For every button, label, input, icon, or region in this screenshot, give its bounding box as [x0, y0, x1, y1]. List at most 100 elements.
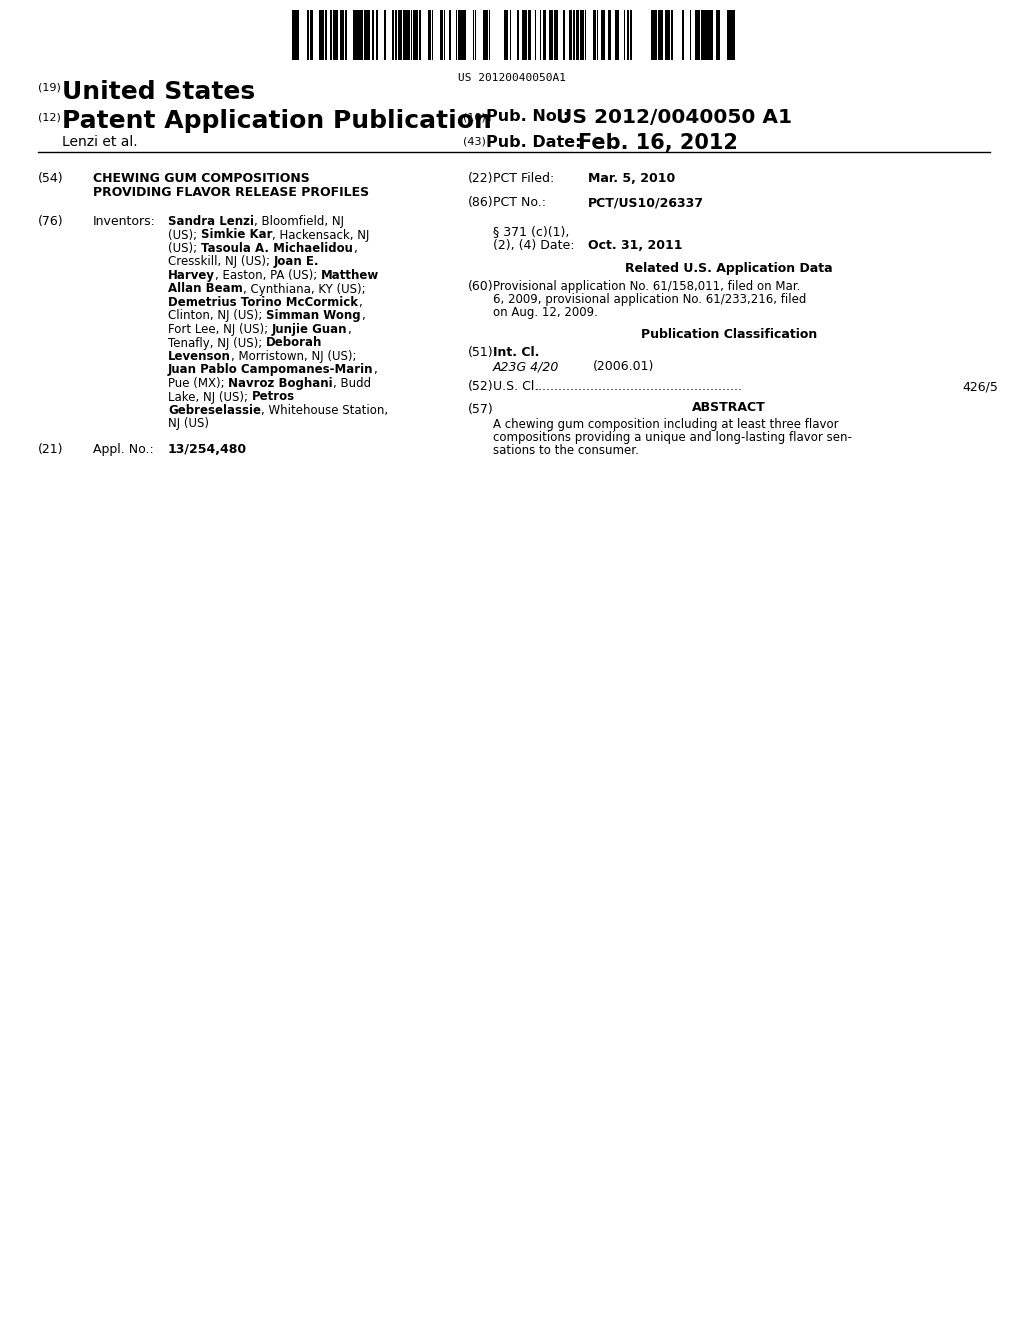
Text: Lake, NJ (US);: Lake, NJ (US);: [168, 391, 252, 404]
Text: Feb. 16, 2012: Feb. 16, 2012: [578, 133, 738, 153]
Bar: [710, 11, 713, 59]
Text: United States: United States: [62, 81, 255, 104]
Bar: [703, 11, 705, 59]
Text: Patent Application Publication: Patent Application Publication: [62, 110, 492, 133]
Text: Mar. 5, 2010: Mar. 5, 2010: [588, 172, 675, 185]
Text: (60): (60): [468, 280, 494, 293]
Bar: [616, 11, 618, 59]
Bar: [294, 11, 299, 59]
Text: , Whitehouse Station,: , Whitehouse Station,: [261, 404, 388, 417]
Bar: [504, 11, 508, 59]
Bar: [292, 11, 294, 59]
Text: Provisional application No. 61/158,011, filed on Mar.: Provisional application No. 61/158,011, …: [493, 280, 801, 293]
Bar: [404, 11, 406, 59]
Bar: [345, 11, 347, 59]
Bar: [408, 11, 410, 59]
Bar: [392, 11, 394, 59]
Bar: [355, 11, 357, 59]
Text: Appl. No.:: Appl. No.:: [93, 444, 154, 455]
Bar: [333, 11, 335, 59]
Text: ABSTRACT: ABSTRACT: [692, 401, 766, 414]
Text: CHEWING GUM COMPOSITIONS: CHEWING GUM COMPOSITIONS: [93, 172, 309, 185]
Text: Gebreselassie: Gebreselassie: [168, 404, 261, 417]
Text: ,: ,: [347, 323, 351, 337]
Text: Harvey: Harvey: [168, 269, 215, 282]
Text: US 2012/0040050 A1: US 2012/0040050 A1: [556, 108, 792, 127]
Text: (57): (57): [468, 403, 494, 416]
Bar: [400, 11, 402, 59]
Bar: [543, 11, 545, 59]
Text: Pue (MX);: Pue (MX);: [168, 378, 228, 389]
Bar: [353, 11, 355, 59]
Text: PCT/US10/26337: PCT/US10/26337: [588, 195, 705, 209]
Bar: [549, 11, 553, 59]
Bar: [414, 11, 416, 59]
Bar: [463, 11, 466, 59]
Text: (51): (51): [468, 346, 494, 359]
Bar: [310, 11, 313, 59]
Text: Deborah: Deborah: [266, 337, 323, 350]
Bar: [307, 11, 309, 59]
Text: NJ (US): NJ (US): [168, 417, 209, 430]
Bar: [573, 11, 575, 59]
Text: on Aug. 12, 2009.: on Aug. 12, 2009.: [493, 306, 598, 319]
Text: Demetrius Torino McCormick: Demetrius Torino McCormick: [168, 296, 358, 309]
Bar: [665, 11, 668, 59]
Bar: [483, 11, 488, 59]
Bar: [524, 11, 527, 59]
Text: 6, 2009, provisional application No. 61/233,216, filed: 6, 2009, provisional application No. 61/…: [493, 293, 806, 306]
Bar: [662, 11, 663, 59]
Bar: [652, 11, 654, 59]
Text: PROVIDING FLAVOR RELEASE PROFILES: PROVIDING FLAVOR RELEASE PROFILES: [93, 186, 369, 199]
Text: ,: ,: [374, 363, 377, 376]
Text: Matthew: Matthew: [321, 269, 379, 282]
Bar: [335, 11, 338, 59]
Text: (19): (19): [38, 83, 60, 92]
Bar: [668, 11, 670, 59]
Bar: [461, 11, 463, 59]
Bar: [440, 11, 443, 59]
Bar: [517, 11, 519, 59]
Bar: [416, 11, 418, 59]
Text: (US);: (US);: [168, 228, 201, 242]
Bar: [325, 11, 327, 59]
Text: Tenafly, NJ (US);: Tenafly, NJ (US);: [168, 337, 266, 350]
Text: Fort Lee, NJ (US);: Fort Lee, NJ (US);: [168, 323, 272, 337]
Text: Simkie Kar: Simkie Kar: [201, 228, 272, 242]
Bar: [563, 11, 565, 59]
Bar: [708, 11, 710, 59]
Bar: [319, 11, 322, 59]
Text: § 371 (c)(1),: § 371 (c)(1),: [493, 224, 569, 238]
Text: , Easton, PA (US);: , Easton, PA (US);: [215, 269, 321, 282]
Bar: [630, 11, 632, 59]
Bar: [384, 11, 386, 59]
Bar: [658, 11, 660, 59]
Text: Lenzi et al.: Lenzi et al.: [62, 135, 137, 149]
Bar: [330, 11, 332, 59]
Text: 13/254,480: 13/254,480: [168, 444, 247, 455]
Text: US 20120040050A1: US 20120040050A1: [458, 73, 566, 83]
Text: Joan E.: Joan E.: [273, 256, 319, 268]
Text: Inventors:: Inventors:: [93, 215, 156, 228]
Text: A23G 4/20: A23G 4/20: [493, 360, 559, 374]
Bar: [367, 11, 370, 59]
Bar: [528, 11, 531, 59]
Text: Juan Pablo Campomanes-Marin: Juan Pablo Campomanes-Marin: [168, 363, 374, 376]
Text: , Cynthiana, KY (US);: , Cynthiana, KY (US);: [243, 282, 366, 296]
Text: Navroz Boghani: Navroz Boghani: [228, 378, 333, 389]
Text: Publication Classification: Publication Classification: [641, 327, 817, 341]
Text: , Bloomfield, NJ: , Bloomfield, NJ: [254, 215, 344, 228]
Bar: [364, 11, 367, 59]
Bar: [654, 11, 656, 59]
Bar: [718, 11, 720, 59]
Bar: [593, 11, 595, 59]
Text: Oct. 31, 2011: Oct. 31, 2011: [588, 239, 683, 252]
Text: (10): (10): [463, 112, 485, 121]
Text: (54): (54): [38, 172, 63, 185]
Text: , Morristown, NJ (US);: , Morristown, NJ (US);: [230, 350, 356, 363]
Text: (2), (4) Date:: (2), (4) Date:: [493, 239, 574, 252]
Text: Int. Cl.: Int. Cl.: [493, 346, 540, 359]
Text: (43): (43): [463, 137, 485, 147]
Text: Simman Wong: Simman Wong: [266, 309, 360, 322]
Bar: [398, 11, 400, 59]
